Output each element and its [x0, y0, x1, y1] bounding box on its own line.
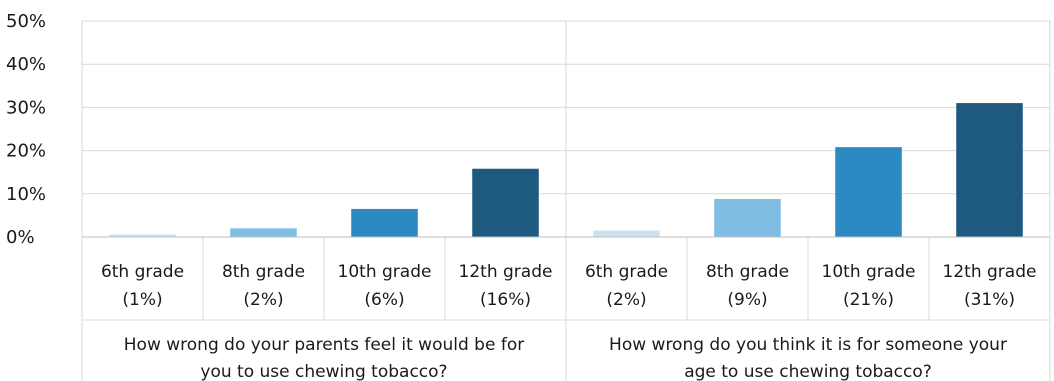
x-tick-label: 10th grade: [822, 262, 916, 282]
bar: [835, 147, 902, 237]
y-axis: 0% 10% 20% 30% 40% 50%: [6, 11, 46, 248]
bar: [956, 103, 1023, 237]
group-label: How wrong do your parents feel it would …: [124, 335, 524, 355]
bar: [109, 234, 176, 237]
x-axis: 6th grade (1%) 8th grade (2%) 10th grade (6%)…: [81, 236, 1051, 381]
x-tick-sublabel: (1%): [122, 290, 162, 310]
y-tick-label: 40%: [6, 54, 46, 75]
x-tick-label: 10th grade: [338, 262, 432, 282]
x-tick-label: 6th grade: [585, 262, 668, 282]
x-tick-sublabel: (16%): [480, 290, 531, 310]
x-tick-sublabel: (2%): [606, 290, 646, 310]
x-tick-sublabel: (9%): [727, 290, 767, 310]
bars: [109, 103, 1023, 237]
x-tick-label: 6th grade: [101, 262, 184, 282]
group-label: you to use chewing tobacco?: [200, 362, 447, 381]
bar: [472, 168, 539, 237]
x-tick-sublabel: (6%): [364, 290, 404, 310]
x-tick-label: 12th grade: [943, 262, 1037, 282]
bar: [351, 208, 418, 237]
y-tick-label: 50%: [6, 11, 46, 32]
group-label: age to use chewing tobacco?: [684, 362, 932, 381]
x-tick-sublabel: (2%): [243, 290, 283, 310]
x-tick-label: 12th grade: [459, 262, 553, 282]
y-tick-label: 10%: [6, 184, 46, 205]
x-tick-sublabel: (21%): [843, 290, 894, 310]
x-tick-sublabel: (31%): [964, 290, 1015, 310]
y-tick-label: 0%: [6, 227, 35, 248]
gridlines: [81, 20, 1051, 381]
group-label: How wrong do you think it is for someone…: [609, 335, 1007, 355]
bar: [230, 228, 297, 237]
bar: [714, 198, 781, 237]
x-tick-label: 8th grade: [706, 262, 789, 282]
x-tick-label: 8th grade: [222, 262, 305, 282]
y-tick-label: 20%: [6, 141, 46, 162]
bar: [593, 230, 660, 237]
y-tick-label: 30%: [6, 97, 46, 118]
